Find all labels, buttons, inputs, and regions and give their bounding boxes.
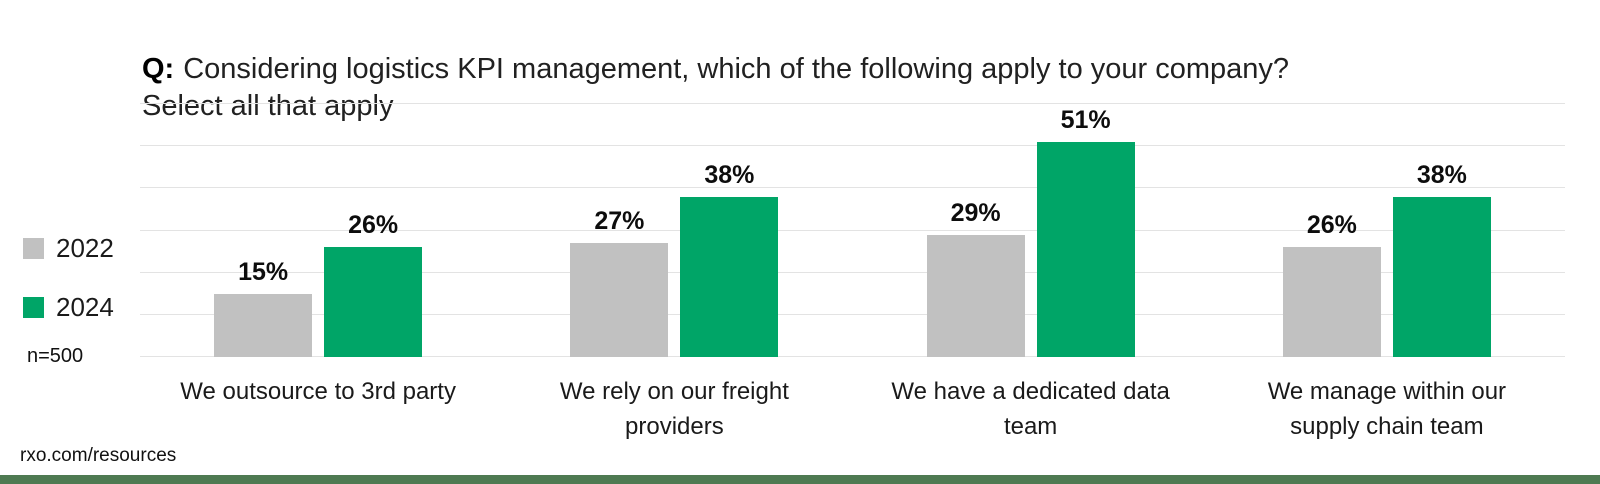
bar-column-2022: 29%	[926, 104, 1025, 357]
bar-column-2024: 26%	[324, 104, 423, 357]
legend-swatch-2024-icon	[23, 297, 44, 318]
gridline-40	[140, 187, 1565, 189]
bar-column-2024: 38%	[1392, 104, 1491, 357]
legend-label-2022: 2022	[56, 233, 114, 263]
bar-groups: 15% 26% We outsource to 3rd party 27% 38% We …	[140, 104, 1565, 444]
bar-column-2024: 38%	[680, 104, 779, 357]
category-label: We manage within our supply chain team	[1267, 378, 1507, 440]
gridline-20	[140, 271, 1565, 273]
value-label-2022: 29%	[950, 198, 1001, 227]
bar-column-2024: 51%	[1036, 104, 1135, 357]
gridlines	[140, 103, 1565, 357]
value-label-2024: 38%	[1416, 160, 1467, 189]
gridline-0	[140, 356, 1565, 357]
category-label: We rely on our freight providers	[559, 378, 789, 440]
gridline-50	[140, 145, 1565, 147]
value-label-2022: 26%	[1306, 211, 1357, 240]
bar-2024	[680, 196, 779, 357]
bar-group: 29% 51% We have a dedicated data team	[853, 104, 1209, 444]
bars-row: 29% 51%	[926, 104, 1135, 357]
chart-title: Q: Considering logistics KPI management, …	[142, 14, 1289, 125]
bars-row: 15% 26%	[214, 104, 423, 357]
gridline-10	[140, 313, 1565, 315]
legend-item-2022: 2022	[23, 233, 114, 264]
gridline-30	[140, 229, 1565, 231]
value-label-2024: 51%	[1060, 105, 1111, 134]
bar-group: 15% 26% We outsource to 3rd party	[140, 104, 496, 444]
bar-2024	[324, 247, 423, 357]
bar-column-2022: 15%	[214, 104, 313, 357]
bar-2024	[1036, 141, 1135, 357]
legend-swatch-2022-icon	[23, 238, 44, 259]
category-label: We have a dedicated data team	[891, 378, 1170, 440]
bar-column-2022: 26%	[1282, 104, 1381, 357]
question-prefix: Q:	[142, 53, 175, 85]
value-label-2022: 27%	[594, 207, 645, 236]
bar-2022	[570, 243, 669, 357]
bar-2022	[214, 293, 313, 357]
gridline-60	[140, 103, 1565, 104]
legend-item-2024: 2024	[23, 292, 114, 323]
plot-area: 15% 26% We outsource to 3rd party 27% 38% We …	[140, 103, 1565, 444]
sample-size: n=500	[27, 345, 84, 367]
bar-2022	[926, 234, 1025, 357]
bar-2022	[1282, 247, 1381, 357]
value-label-2024: 26%	[348, 211, 399, 240]
value-label-2024: 38%	[704, 160, 755, 189]
bar-group: 27% 38% We rely on our freight providers	[496, 104, 852, 444]
brand-stripe	[0, 475, 1600, 484]
value-label-2022: 15%	[238, 257, 289, 286]
category-label: We outsource to 3rd party	[180, 378, 456, 405]
legend: 2022 2024	[23, 233, 114, 323]
footer-url: rxo.com/resources	[20, 445, 177, 466]
bars-row: 26% 38%	[1282, 104, 1491, 357]
bars-row: 27% 38%	[570, 104, 779, 357]
bar-column-2022: 27%	[570, 104, 669, 357]
bar-group: 26% 38% We manage within our supply chain …	[1209, 104, 1565, 444]
legend-label-2024: 2024	[56, 292, 114, 322]
question-text: Considering logistics KPI management, wh…	[142, 53, 1290, 122]
bar-2024	[1392, 196, 1491, 357]
